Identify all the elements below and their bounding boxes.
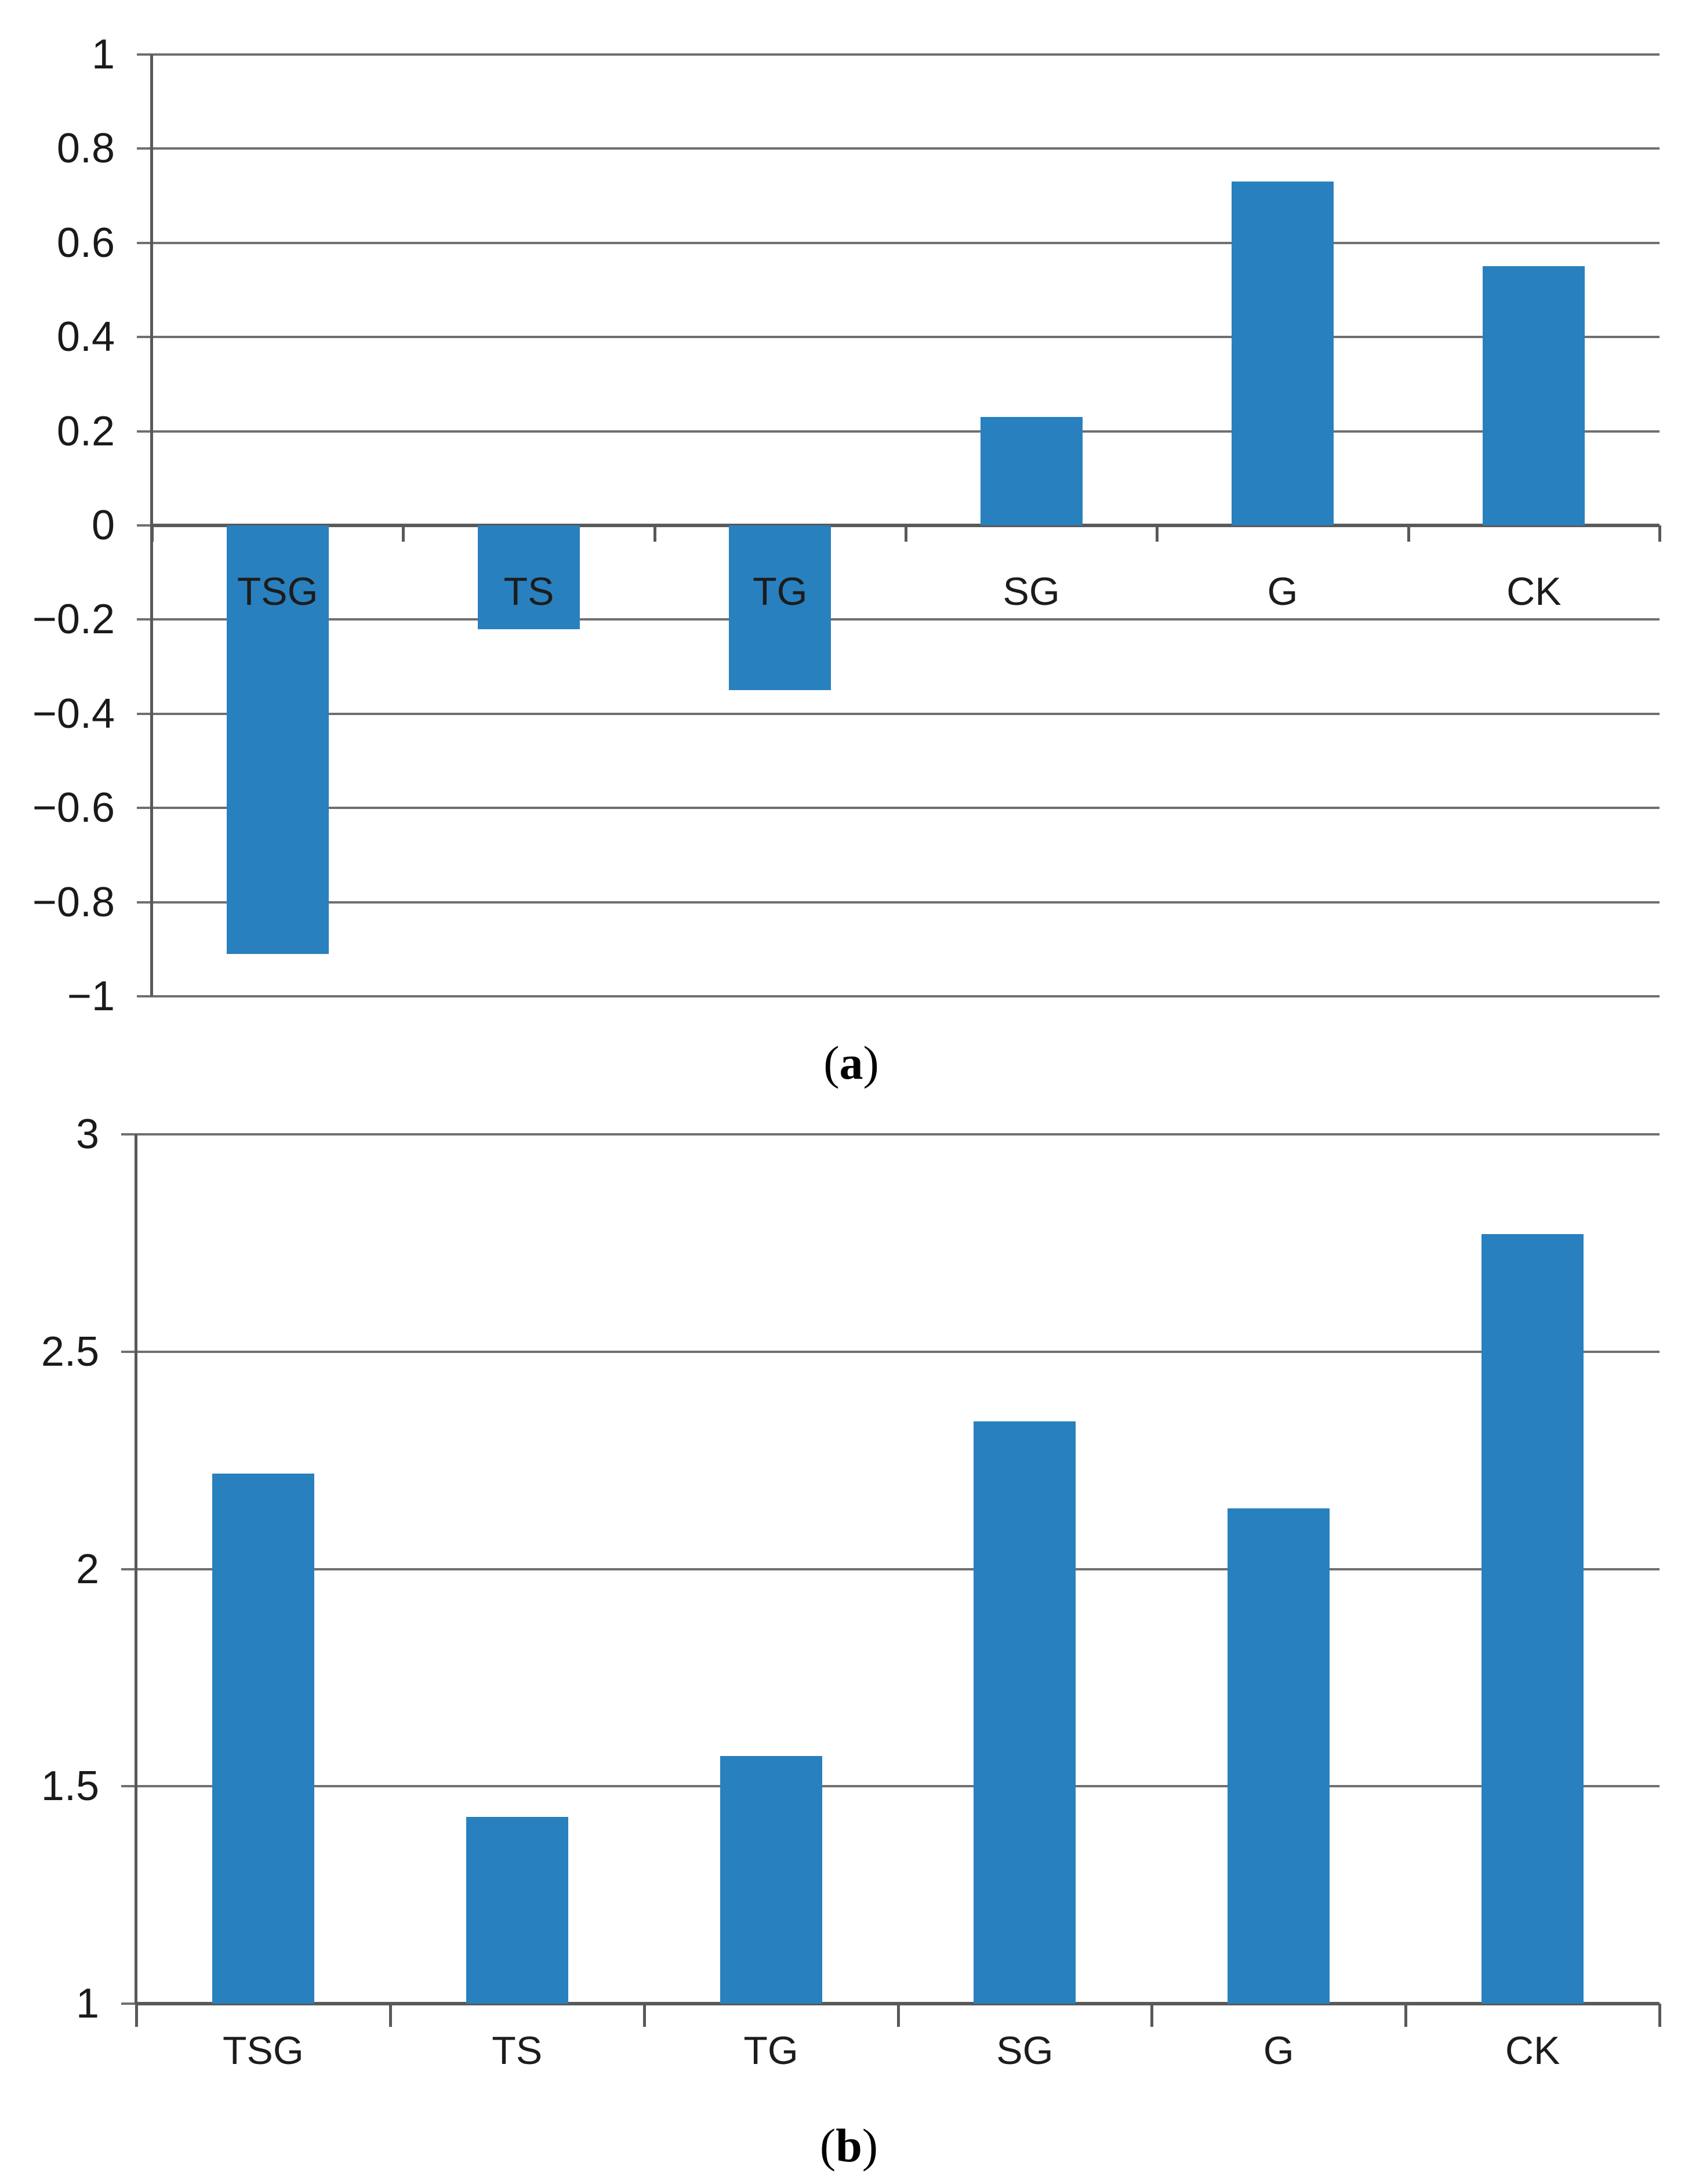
y-axis-label-2.5: 2.5 <box>41 1328 99 1375</box>
x-axis-label-TSG: TSG <box>223 2029 304 2073</box>
category-axis-tick <box>1658 2004 1661 2027</box>
x-axis-label-G: G <box>1267 569 1298 614</box>
x-axis-label-TS: TS <box>492 2029 543 2073</box>
category-axis-tick <box>896 2004 900 2027</box>
y-axis-label-0.8: 0.8 <box>56 125 115 172</box>
gridline-−0.8 <box>152 901 1660 904</box>
caption-a: (a) <box>823 1037 879 1089</box>
bar-CK <box>1483 266 1585 525</box>
x-axis-label-CK: CK <box>1505 2029 1560 2073</box>
y-axis-tick-0.8 <box>137 147 152 150</box>
category-axis-tick <box>388 2004 392 2027</box>
caption-a-open: ( <box>823 1036 840 1089</box>
bar-SG <box>980 417 1083 525</box>
gridline-0.6 <box>152 241 1660 244</box>
y-axis-tick-−0.6 <box>137 807 152 810</box>
y-axis-label-2: 2 <box>75 1546 99 1592</box>
y-axis-tick-2.5 <box>121 1350 136 1353</box>
caption-a-letter: a <box>839 1036 863 1089</box>
gridline-2.5 <box>136 1350 1660 1353</box>
category-axis-tick <box>653 525 656 542</box>
bar-G <box>1228 1508 1330 2004</box>
y-axis-tick-0 <box>137 524 152 527</box>
bar-TG <box>729 525 831 691</box>
bar-TSG <box>212 1473 314 2004</box>
caption-b-close: ) <box>862 2119 878 2172</box>
category-axis-tick <box>1404 2004 1408 2027</box>
y-axis-label-−0.4: −0.4 <box>32 690 115 737</box>
y-axis-label-3: 3 <box>75 1111 99 1158</box>
bar-TS <box>478 525 580 629</box>
caption-b-letter: b <box>836 2119 862 2172</box>
category-axis-tick <box>1658 525 1661 542</box>
y-axis-tick-−0.4 <box>137 712 152 715</box>
y-axis-label-−0.8: −0.8 <box>32 879 115 926</box>
y-axis-tick-3 <box>121 1133 136 1135</box>
y-axis-line <box>135 1134 137 2004</box>
y-axis-label-−1: −1 <box>67 973 115 1020</box>
bar-G <box>1232 182 1334 525</box>
gridline-0.8 <box>152 147 1660 150</box>
y-axis-tick-1 <box>121 2002 136 2005</box>
bar-CK <box>1481 1234 1584 2004</box>
category-axis-tick <box>1150 2004 1154 2027</box>
category-axis-tick <box>402 525 405 542</box>
x-axis-label-TG: TG <box>743 2029 798 2073</box>
bar-TG <box>720 1755 822 2004</box>
y-axis-tick-0.6 <box>137 241 152 244</box>
category-axis-tick <box>135 2004 138 2027</box>
x-axis-label-TG: TG <box>753 569 808 614</box>
gridline-−0.2 <box>152 618 1660 621</box>
y-axis-label-0.4: 0.4 <box>56 314 115 361</box>
y-axis-label-0.6: 0.6 <box>56 219 115 266</box>
y-axis-tick-−0.8 <box>137 901 152 904</box>
y-axis-label-1.5: 1.5 <box>41 1763 99 1810</box>
gridline-1.5 <box>136 1785 1660 1788</box>
y-axis-tick-−1 <box>137 995 152 997</box>
gridline-1 <box>152 53 1660 56</box>
x-axis-label-SG: SG <box>1003 569 1060 614</box>
x-axis-label-G: G <box>1263 2029 1294 2073</box>
y-axis-tick-0.4 <box>137 336 152 339</box>
y-axis-label-−0.2: −0.2 <box>32 596 115 643</box>
gridline-0.4 <box>152 336 1660 339</box>
category-axis-tick <box>151 525 154 542</box>
y-axis-tick-2 <box>121 1568 136 1570</box>
gridline-−1 <box>152 995 1660 997</box>
x-axis-label-TSG: TSG <box>237 569 318 614</box>
gridline-−0.4 <box>152 712 1660 715</box>
category-axis-tick <box>1407 525 1410 542</box>
gridline-−0.6 <box>152 807 1660 810</box>
gridline-3 <box>136 1133 1660 1135</box>
y-axis-label-0: 0 <box>91 502 115 549</box>
x-axis-label-CK: CK <box>1506 569 1562 614</box>
caption-b: (b) <box>820 2120 878 2172</box>
category-axis-tick <box>1156 525 1159 542</box>
category-axis-tick <box>642 2004 646 2027</box>
gridline-2 <box>136 1568 1660 1570</box>
bar-TSG <box>226 525 329 954</box>
y-axis-tick-1.5 <box>121 1785 136 1788</box>
y-axis-label-1: 1 <box>75 1980 99 2027</box>
y-axis-label-−0.6: −0.6 <box>32 785 115 832</box>
x-axis-label-SG: SG <box>996 2029 1054 2073</box>
caption-b-open: ( <box>819 2119 836 2172</box>
y-axis-tick-−0.2 <box>137 618 152 621</box>
y-axis-label-1: 1 <box>91 31 115 78</box>
bar-SG <box>974 1421 1076 2004</box>
gridline-0.2 <box>152 430 1660 433</box>
caption-a-close: ) <box>863 1036 879 1089</box>
bar-TS <box>466 1816 568 2004</box>
y-axis-tick-0.2 <box>137 430 152 433</box>
y-axis-label-0.2: 0.2 <box>56 408 115 455</box>
x-axis-label-TS: TS <box>503 569 554 614</box>
y-axis-tick-1 <box>137 53 152 56</box>
category-axis-tick <box>905 525 907 542</box>
